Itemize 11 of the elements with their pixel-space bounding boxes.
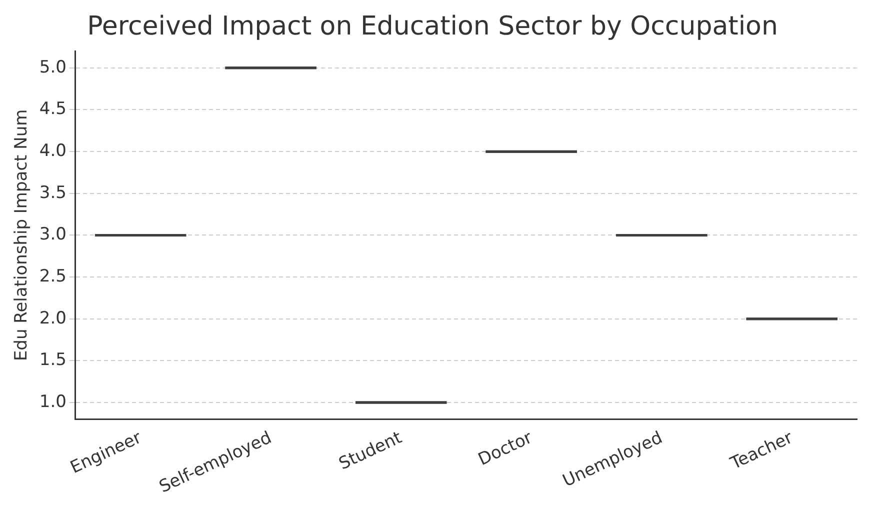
y-tick-label: 1.0 [39,392,66,412]
y-tick-label: 4.5 [39,99,66,120]
y-tick-label: 2.5 [39,266,66,286]
chart-title: Perceived Impact on Education Sector by Occupation [87,11,778,42]
y-tick-label: 5.0 [39,57,66,78]
y-tick-label: 2.0 [39,308,66,328]
y-tick-label: 3.5 [39,182,66,203]
y-tick-label: 4.0 [39,140,66,161]
y-axis-title: Edu Relationship Impact Num [12,109,32,362]
y-tick-label: 1.5 [39,350,66,370]
y-tick-label: 3.0 [39,224,66,245]
